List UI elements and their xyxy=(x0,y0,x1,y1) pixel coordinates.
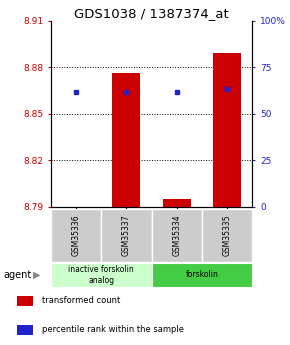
Bar xyxy=(151,263,252,287)
Bar xyxy=(17,325,33,335)
Text: GSM35335: GSM35335 xyxy=(223,215,232,256)
Bar xyxy=(151,209,202,262)
Text: GSM35337: GSM35337 xyxy=(122,215,131,256)
Bar xyxy=(51,263,151,287)
Bar xyxy=(202,209,252,262)
Text: percentile rank within the sample: percentile rank within the sample xyxy=(41,325,184,334)
Bar xyxy=(51,209,101,262)
Text: inactive forskolin
analog: inactive forskolin analog xyxy=(68,265,134,285)
Text: transformed count: transformed count xyxy=(41,296,120,305)
Text: ▶: ▶ xyxy=(33,270,41,280)
Title: GDS1038 / 1387374_at: GDS1038 / 1387374_at xyxy=(74,7,229,20)
Bar xyxy=(101,209,151,262)
Text: GSM35334: GSM35334 xyxy=(172,215,181,256)
Text: forskolin: forskolin xyxy=(186,270,218,279)
Text: agent: agent xyxy=(3,270,31,280)
Text: GSM35336: GSM35336 xyxy=(71,215,80,256)
Bar xyxy=(113,73,140,207)
Bar xyxy=(163,199,191,207)
Bar xyxy=(213,53,241,207)
Bar xyxy=(17,296,33,306)
